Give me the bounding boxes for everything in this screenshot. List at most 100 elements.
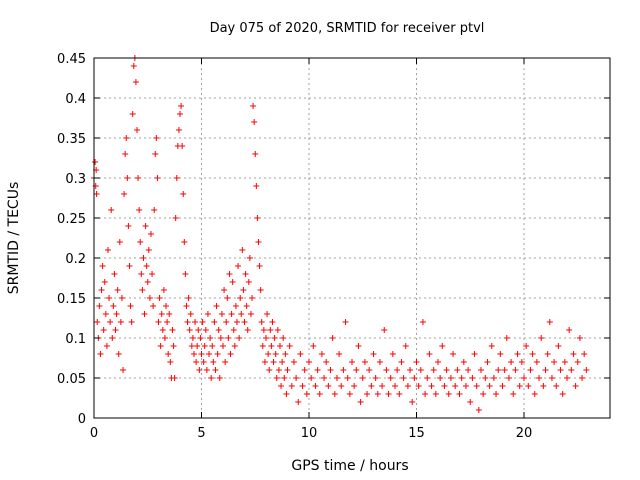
data-point: [184, 319, 191, 325]
data-point: [97, 351, 104, 357]
data-point: [452, 383, 459, 389]
data-point: [441, 383, 448, 389]
data-point: [279, 359, 286, 365]
x-tick-label: 15: [408, 426, 425, 441]
data-point: [484, 359, 491, 365]
data-point: [175, 127, 182, 133]
data-point: [254, 215, 261, 221]
data-point: [308, 375, 315, 381]
data-point: [146, 295, 153, 301]
data-point: [529, 351, 536, 357]
data-point: [364, 391, 371, 397]
data-point: [493, 391, 500, 397]
data-point: [271, 335, 278, 341]
data-point: [196, 367, 203, 373]
data-point: [136, 207, 143, 213]
data-point: [473, 383, 480, 389]
data-point: [233, 319, 240, 325]
x-tick-label: 20: [516, 426, 533, 441]
y-tick-label: 0.3: [65, 172, 86, 187]
data-point: [379, 383, 386, 389]
data-point: [482, 375, 489, 381]
data-point: [260, 327, 267, 333]
data-point: [122, 151, 129, 157]
data-point: [327, 367, 334, 373]
data-point: [93, 191, 100, 197]
data-point: [568, 367, 575, 373]
data-point: [108, 207, 115, 213]
data-point: [265, 351, 272, 357]
data-point: [430, 367, 437, 373]
data-point: [134, 127, 140, 133]
data-point: [132, 79, 139, 85]
data-point: [177, 111, 183, 117]
data-point: [261, 359, 268, 365]
data-point: [104, 247, 111, 253]
data-point: [154, 175, 161, 181]
data-point: [225, 335, 232, 341]
data-point: [194, 343, 201, 349]
data-point: [109, 335, 116, 341]
data-point: [392, 383, 398, 389]
data-point: [96, 303, 103, 309]
data-point: [336, 351, 343, 357]
data-point: [246, 255, 253, 261]
data-point: [145, 247, 152, 253]
data-point: [165, 351, 172, 357]
data-point: [149, 271, 156, 277]
data-point: [98, 287, 105, 293]
data-point: [548, 375, 555, 381]
data-point: [140, 255, 147, 261]
data-point: [171, 375, 178, 381]
data-point: [268, 343, 275, 349]
data-point: [385, 391, 392, 397]
data-point: [325, 383, 332, 389]
data-point: [208, 375, 215, 381]
data-point: [411, 375, 418, 381]
data-point: [160, 287, 167, 293]
data-point: [333, 375, 340, 381]
data-point: [159, 327, 166, 333]
data-point: [281, 375, 288, 381]
data-point: [462, 383, 469, 389]
data-point: [247, 311, 254, 317]
data-point: [218, 311, 225, 317]
data-point: [521, 375, 527, 381]
data-point: [166, 311, 173, 317]
data-point: [187, 311, 194, 317]
data-point: [469, 375, 476, 381]
data-point: [370, 351, 377, 357]
data-point: [372, 375, 379, 381]
data-point: [215, 327, 222, 333]
data-point: [251, 119, 258, 125]
data-point: [478, 367, 484, 373]
data-point: [100, 327, 107, 333]
data-point: [186, 327, 193, 333]
data-point: [204, 311, 211, 317]
data-point: [413, 359, 420, 365]
data-point: [256, 263, 263, 269]
data-point: [99, 263, 106, 269]
data-point: [508, 359, 515, 365]
data-point: [435, 359, 441, 365]
data-point: [263, 335, 269, 341]
data-point: [284, 367, 291, 373]
data-point: [318, 351, 325, 357]
data-point: [200, 359, 207, 365]
data-point: [546, 319, 553, 325]
data-point: [232, 303, 239, 309]
data-point: [236, 335, 243, 341]
data-point: [179, 143, 186, 149]
data-point: [147, 231, 154, 237]
data-point: [527, 367, 534, 373]
data-point: [471, 351, 478, 357]
data-point: [129, 111, 136, 117]
data-point: [570, 351, 577, 357]
data-point: [206, 351, 213, 357]
data-point: [275, 367, 282, 373]
data-point: [574, 359, 581, 365]
data-point: [180, 191, 187, 197]
data-point: [274, 327, 281, 333]
data-point: [523, 343, 530, 349]
data-point: [342, 319, 349, 325]
